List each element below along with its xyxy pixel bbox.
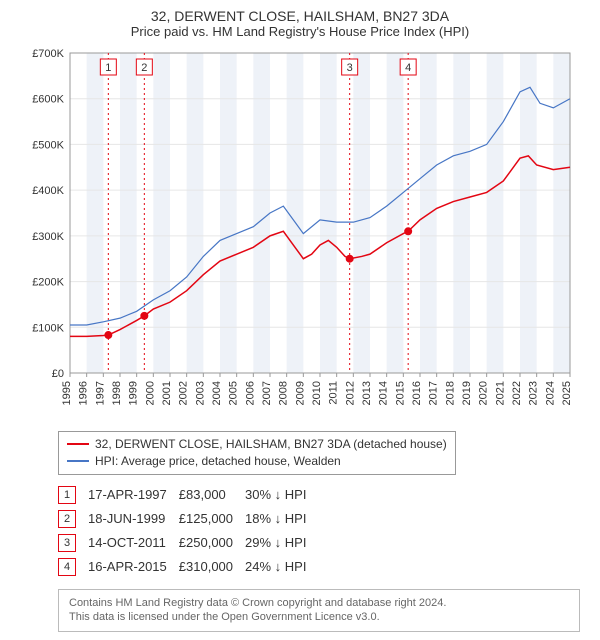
svg-text:£500K: £500K (32, 139, 64, 151)
svg-text:2: 2 (141, 62, 147, 74)
footer-line1: Contains HM Land Registry data © Crown c… (69, 596, 569, 611)
svg-text:2020: 2020 (478, 381, 490, 405)
tx-diff: 18% ↓ HPI (245, 507, 318, 531)
table-row: 2 18-JUN-1999£125,00018% ↓ HPI (58, 507, 318, 531)
svg-text:2014: 2014 (378, 381, 390, 405)
svg-text:2015: 2015 (394, 381, 406, 405)
tx-marker: 2 (58, 510, 76, 528)
tx-date: 16-APR-2015 (88, 555, 179, 579)
svg-text:2022: 2022 (511, 381, 523, 405)
svg-text:2009: 2009 (294, 381, 306, 405)
svg-text:2000: 2000 (144, 381, 156, 405)
svg-text:2005: 2005 (228, 381, 240, 405)
chart-titles: 32, DERWENT CLOSE, HAILSHAM, BN27 3DA Pr… (8, 8, 592, 39)
svg-text:1997: 1997 (94, 381, 106, 405)
svg-text:2024: 2024 (544, 381, 556, 405)
title-address: 32, DERWENT CLOSE, HAILSHAM, BN27 3DA (8, 8, 592, 24)
svg-text:2023: 2023 (528, 381, 540, 405)
svg-text:2007: 2007 (261, 381, 273, 405)
tx-marker: 4 (58, 558, 76, 576)
svg-text:£700K: £700K (32, 48, 64, 60)
svg-text:£0: £0 (52, 368, 64, 380)
transactions-table: 1 17-APR-1997£83,00030% ↓ HPI 2 18-JUN-1999… (58, 483, 318, 579)
svg-text:2021: 2021 (494, 381, 506, 405)
svg-text:2025: 2025 (561, 381, 573, 405)
svg-text:2013: 2013 (361, 381, 373, 405)
svg-text:2008: 2008 (278, 381, 290, 405)
svg-text:2004: 2004 (211, 381, 223, 405)
tx-price: £250,000 (179, 531, 245, 555)
tx-price: £310,000 (179, 555, 245, 579)
svg-text:1998: 1998 (111, 381, 123, 405)
tx-price: £83,000 (179, 483, 245, 507)
svg-text:1: 1 (105, 62, 111, 74)
svg-text:4: 4 (405, 62, 411, 74)
footer-line2: This data is licensed under the Open Gov… (69, 610, 569, 625)
legend-label-price-paid: 32, DERWENT CLOSE, HAILSHAM, BN27 3DA (d… (95, 436, 447, 453)
svg-text:2006: 2006 (244, 381, 256, 405)
tx-diff: 29% ↓ HPI (245, 531, 318, 555)
legend: 32, DERWENT CLOSE, HAILSHAM, BN27 3DA (d… (58, 431, 456, 475)
svg-text:2010: 2010 (311, 381, 323, 405)
svg-text:2001: 2001 (161, 381, 173, 405)
tx-date: 14-OCT-2011 (88, 531, 179, 555)
legend-swatch-hpi (67, 460, 89, 462)
title-subtitle: Price paid vs. HM Land Registry's House … (8, 24, 592, 39)
svg-text:2019: 2019 (461, 381, 473, 405)
svg-text:1995: 1995 (61, 381, 73, 405)
svg-text:2012: 2012 (344, 381, 356, 405)
svg-text:1999: 1999 (128, 381, 140, 405)
legend-swatch-price-paid (67, 443, 89, 445)
svg-text:3: 3 (347, 62, 353, 74)
tx-date: 17-APR-1997 (88, 483, 179, 507)
tx-date: 18-JUN-1999 (88, 507, 179, 531)
svg-text:1996: 1996 (78, 381, 90, 405)
table-row: 4 16-APR-2015£310,00024% ↓ HPI (58, 555, 318, 579)
svg-text:2018: 2018 (444, 381, 456, 405)
tx-diff: 24% ↓ HPI (245, 555, 318, 579)
tx-diff: 30% ↓ HPI (245, 483, 318, 507)
table-row: 1 17-APR-1997£83,00030% ↓ HPI (58, 483, 318, 507)
tx-marker: 3 (58, 534, 76, 552)
svg-text:£100K: £100K (32, 322, 64, 334)
price-chart: £0 £100K £200K £300K £400K £500K £600K £700K 199… (20, 43, 580, 423)
svg-text:2003: 2003 (194, 381, 206, 405)
svg-text:£400K: £400K (32, 185, 64, 197)
svg-text:2017: 2017 (428, 381, 440, 405)
legend-row-hpi: HPI: Average price, detached house, Weal… (67, 453, 447, 470)
tx-marker: 1 (58, 486, 76, 504)
legend-row-price-paid: 32, DERWENT CLOSE, HAILSHAM, BN27 3DA (d… (67, 436, 447, 453)
svg-text:2002: 2002 (178, 381, 190, 405)
svg-text:2016: 2016 (411, 381, 423, 405)
svg-text:2011: 2011 (328, 381, 340, 405)
svg-text:£200K: £200K (32, 277, 64, 289)
legend-label-hpi: HPI: Average price, detached house, Weal… (95, 453, 341, 470)
footer-attribution: Contains HM Land Registry data © Crown c… (58, 589, 580, 633)
tx-price: £125,000 (179, 507, 245, 531)
svg-text:£600K: £600K (32, 94, 64, 106)
table-row: 3 14-OCT-2011£250,00029% ↓ HPI (58, 531, 318, 555)
svg-text:£300K: £300K (32, 231, 64, 243)
